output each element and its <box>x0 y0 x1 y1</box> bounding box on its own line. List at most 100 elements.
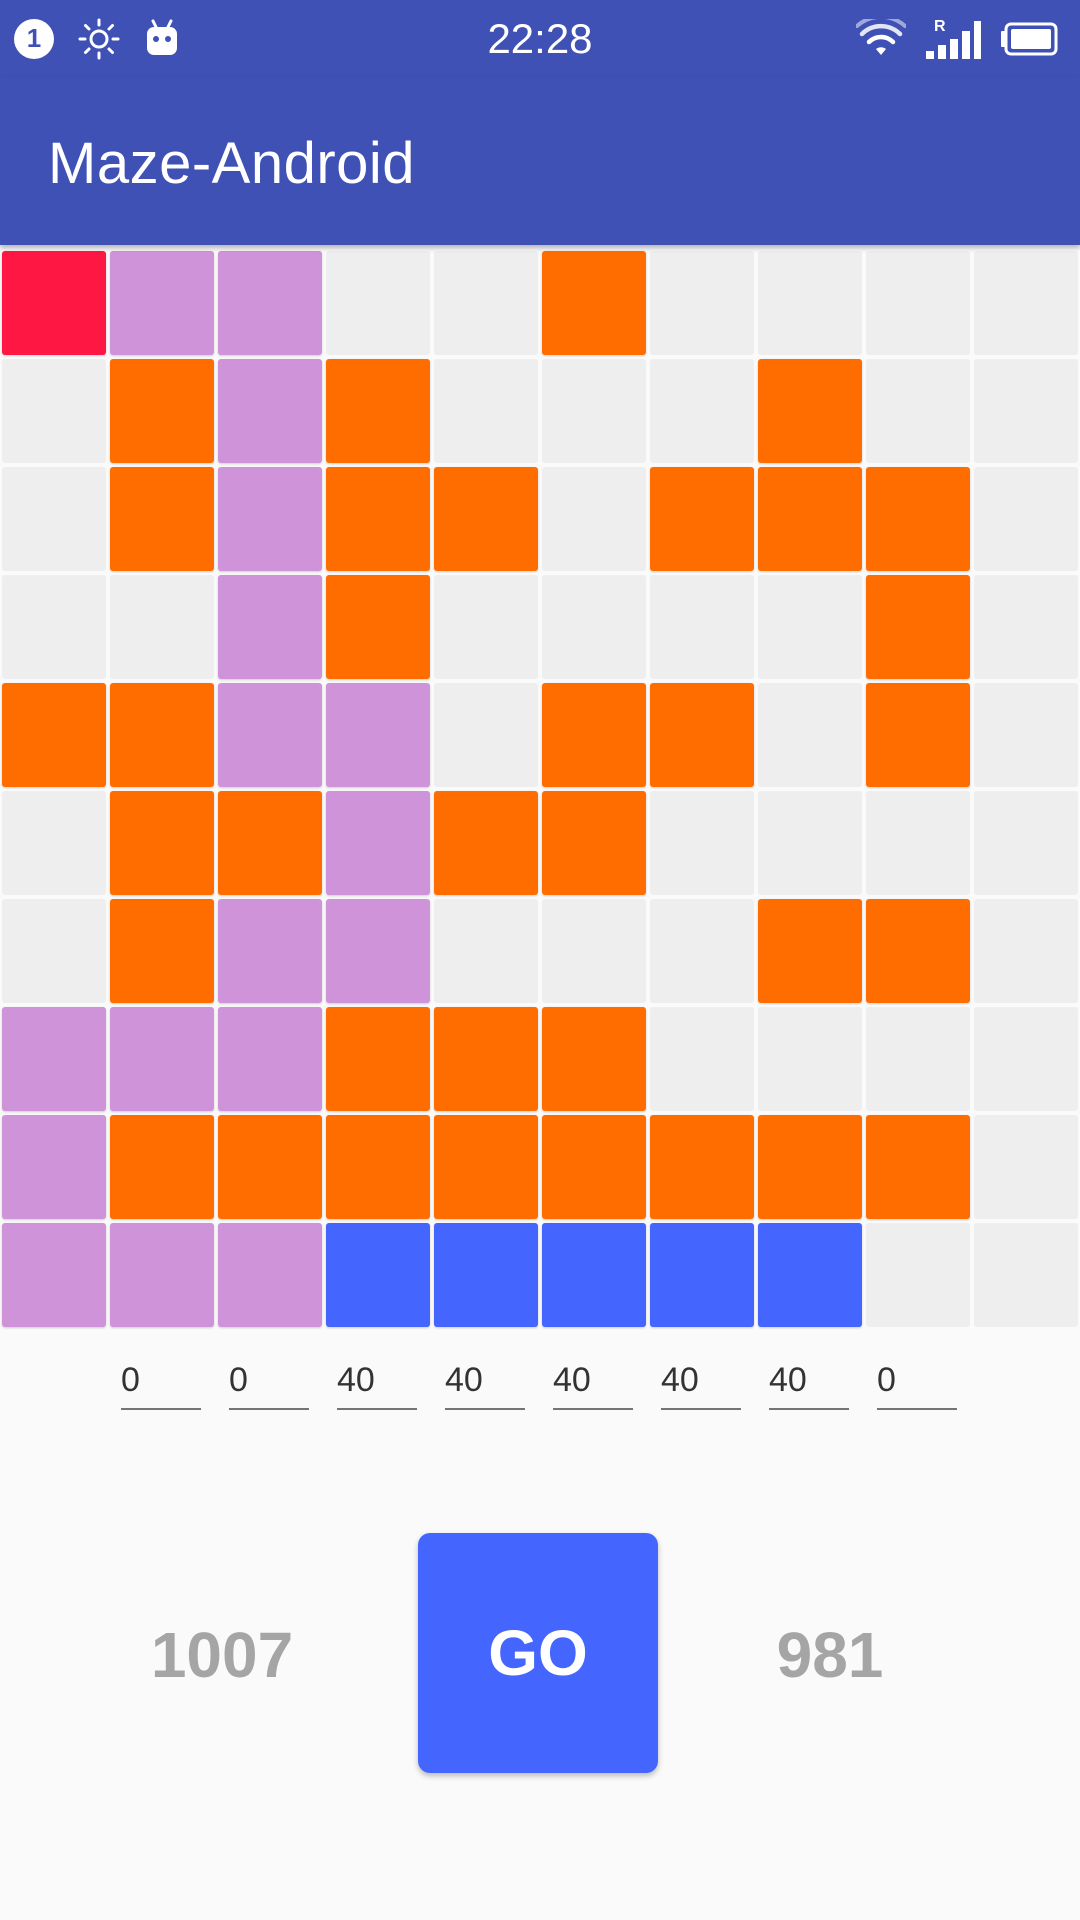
maze-cell-empty[interactable] <box>866 359 970 463</box>
maze-cell-empty[interactable] <box>974 899 1078 1003</box>
maze-cell-empty[interactable] <box>2 899 106 1003</box>
maze-cell-empty[interactable] <box>2 467 106 571</box>
maze-cell-wall[interactable] <box>110 899 214 1003</box>
num-input-5[interactable] <box>553 1356 633 1410</box>
maze-cell-empty[interactable] <box>866 1007 970 1111</box>
maze-cell-wall[interactable] <box>866 575 970 679</box>
maze-cell-wall[interactable] <box>110 791 214 895</box>
maze-cell-empty[interactable] <box>866 251 970 355</box>
maze-cell-empty[interactable] <box>758 575 862 679</box>
maze-cell-wall[interactable] <box>650 683 754 787</box>
maze-cell-path[interactable] <box>110 1007 214 1111</box>
maze-cell-empty[interactable] <box>758 791 862 895</box>
maze-cell-empty[interactable] <box>434 899 538 1003</box>
maze-cell-empty[interactable] <box>974 791 1078 895</box>
maze-cell-empty[interactable] <box>326 251 430 355</box>
maze-cell-path[interactable] <box>218 575 322 679</box>
maze-cell-empty[interactable] <box>434 575 538 679</box>
maze-cell-wall[interactable] <box>866 683 970 787</box>
maze-cell-empty[interactable] <box>650 899 754 1003</box>
maze-cell-wall[interactable] <box>542 1007 646 1111</box>
maze-cell-path[interactable] <box>110 1223 214 1327</box>
maze-cell-wall[interactable] <box>434 467 538 571</box>
maze-cell-wall[interactable] <box>758 467 862 571</box>
maze-cell-wall[interactable] <box>434 791 538 895</box>
maze-cell-path[interactable] <box>218 359 322 463</box>
num-input-1[interactable] <box>121 1356 201 1410</box>
maze-cell-blue[interactable] <box>650 1223 754 1327</box>
maze-cell-path[interactable] <box>326 899 430 1003</box>
num-input-2[interactable] <box>229 1356 309 1410</box>
maze-cell-path[interactable] <box>218 251 322 355</box>
maze-cell-empty[interactable] <box>2 575 106 679</box>
maze-cell-wall[interactable] <box>542 791 646 895</box>
maze-cell-wall[interactable] <box>542 1115 646 1219</box>
maze-cell-blue[interactable] <box>326 1223 430 1327</box>
maze-cell-empty[interactable] <box>974 359 1078 463</box>
maze-cell-path[interactable] <box>110 251 214 355</box>
num-input-4[interactable] <box>445 1356 525 1410</box>
maze-cell-empty[interactable] <box>650 575 754 679</box>
maze-cell-path[interactable] <box>326 683 430 787</box>
num-input-8[interactable] <box>877 1356 957 1410</box>
maze-cell-empty[interactable] <box>974 251 1078 355</box>
maze-cell-empty[interactable] <box>650 359 754 463</box>
maze-cell-path[interactable] <box>326 791 430 895</box>
maze-cell-wall[interactable] <box>866 899 970 1003</box>
maze-cell-wall[interactable] <box>326 467 430 571</box>
maze-cell-empty[interactable] <box>758 1007 862 1111</box>
maze-cell-start[interactable] <box>2 251 106 355</box>
maze-cell-empty[interactable] <box>650 1007 754 1111</box>
maze-cell-wall[interactable] <box>758 1115 862 1219</box>
maze-cell-path[interactable] <box>218 683 322 787</box>
maze-cell-wall[interactable] <box>866 467 970 571</box>
maze-cell-empty[interactable] <box>974 575 1078 679</box>
maze-cell-wall[interactable] <box>434 1007 538 1111</box>
maze-cell-empty[interactable] <box>542 899 646 1003</box>
maze-cell-empty[interactable] <box>974 1223 1078 1327</box>
maze-cell-empty[interactable] <box>2 791 106 895</box>
maze-cell-path[interactable] <box>218 1007 322 1111</box>
maze-cell-wall[interactable] <box>2 683 106 787</box>
maze-cell-empty[interactable] <box>650 251 754 355</box>
maze-cell-empty[interactable] <box>974 683 1078 787</box>
maze-cell-path[interactable] <box>2 1115 106 1219</box>
maze-cell-path[interactable] <box>218 467 322 571</box>
maze-cell-empty[interactable] <box>542 575 646 679</box>
maze-cell-blue[interactable] <box>542 1223 646 1327</box>
maze-cell-empty[interactable] <box>434 251 538 355</box>
maze-cell-path[interactable] <box>218 1223 322 1327</box>
maze-cell-empty[interactable] <box>866 791 970 895</box>
maze-cell-path[interactable] <box>218 899 322 1003</box>
maze-cell-empty[interactable] <box>974 1007 1078 1111</box>
maze-cell-empty[interactable] <box>434 359 538 463</box>
maze-cell-wall[interactable] <box>542 683 646 787</box>
maze-cell-wall[interactable] <box>650 467 754 571</box>
maze-cell-path[interactable] <box>2 1007 106 1111</box>
maze-cell-wall[interactable] <box>326 575 430 679</box>
maze-cell-path[interactable] <box>2 1223 106 1327</box>
maze-cell-empty[interactable] <box>866 1223 970 1327</box>
num-input-3[interactable] <box>337 1356 417 1410</box>
maze-cell-empty[interactable] <box>974 1115 1078 1219</box>
maze-cell-wall[interactable] <box>326 1115 430 1219</box>
num-input-7[interactable] <box>769 1356 849 1410</box>
maze-cell-wall[interactable] <box>326 1007 430 1111</box>
go-button[interactable]: GO <box>418 1533 658 1773</box>
maze-cell-wall[interactable] <box>650 1115 754 1219</box>
maze-cell-wall[interactable] <box>218 1115 322 1219</box>
maze-cell-empty[interactable] <box>2 359 106 463</box>
maze-cell-empty[interactable] <box>434 683 538 787</box>
maze-cell-blue[interactable] <box>758 1223 862 1327</box>
maze-cell-wall[interactable] <box>218 791 322 895</box>
maze-cell-wall[interactable] <box>542 251 646 355</box>
maze-cell-wall[interactable] <box>110 467 214 571</box>
maze-cell-empty[interactable] <box>758 251 862 355</box>
num-input-6[interactable] <box>661 1356 741 1410</box>
maze-cell-empty[interactable] <box>542 359 646 463</box>
maze-cell-empty[interactable] <box>110 575 214 679</box>
maze-cell-wall[interactable] <box>434 1115 538 1219</box>
maze-cell-empty[interactable] <box>542 467 646 571</box>
maze-cell-wall[interactable] <box>758 899 862 1003</box>
maze-cell-empty[interactable] <box>758 683 862 787</box>
